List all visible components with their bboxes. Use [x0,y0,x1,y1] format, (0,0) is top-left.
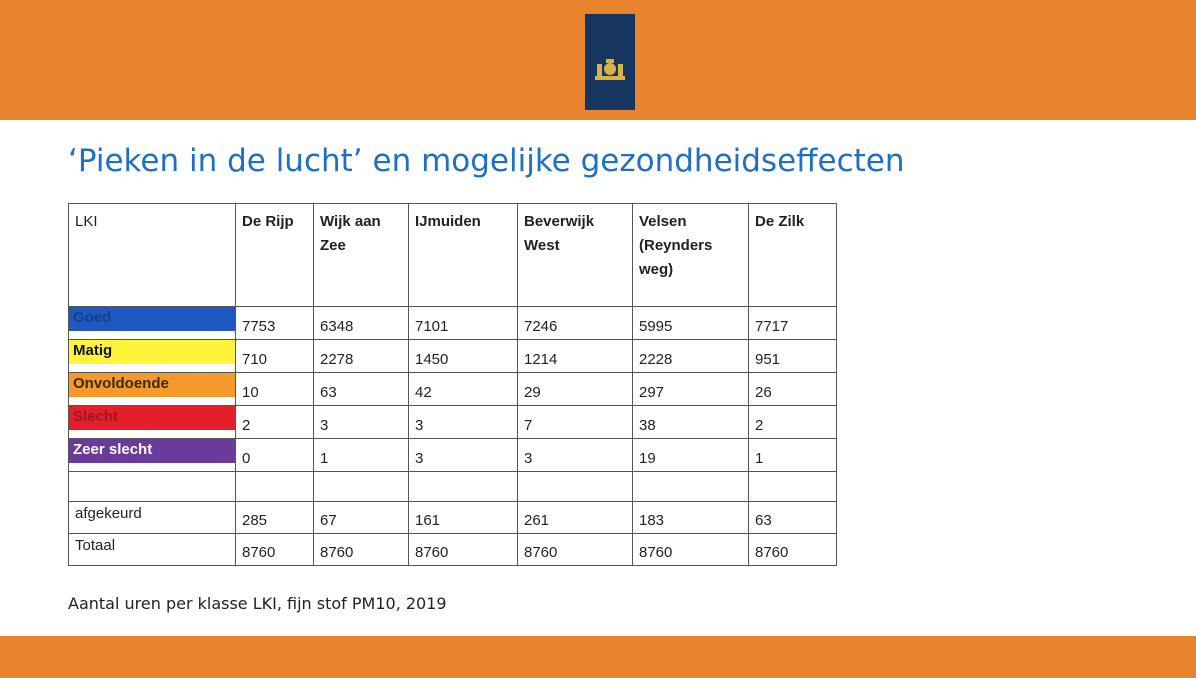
table-row: Goed 7753 6348 7101 7246 5995 7717 [68,306,837,340]
cell: 1 [313,438,409,472]
column-header: Velsen (Reynders weg) [632,203,749,307]
table-row: Totaal 8760 8760 8760 8760 8760 8760 [68,533,837,566]
cell: 3 [408,405,518,439]
data-table: LKI De Rijp Wijk aan Zee IJmuiden Beverwijk … [68,203,837,566]
column-header: LKI [68,203,236,307]
cell: 1450 [408,339,518,373]
caption: Aantal uren per klasse LKI, fijn stof PM… [68,594,447,613]
table-row: Zeer slecht 0 1 3 3 19 1 [68,438,837,472]
column-header: De Zilk [748,203,837,307]
logo [585,14,635,110]
cell: 951 [748,339,837,373]
cell: 26 [748,372,837,406]
class-label: Slecht [69,406,235,430]
cell: 2278 [313,339,409,373]
table-row: afgekeurd 285 67 161 261 183 63 [68,501,837,534]
cell: 5995 [632,306,749,340]
footer-band [0,636,1196,678]
row-label: Totaal [68,533,236,566]
cell: 8760 [748,533,837,566]
class-label: Zeer slecht [69,439,235,463]
cell: 297 [632,372,749,406]
cell: 710 [235,339,314,373]
cell: 8760 [517,533,633,566]
cell: 2 [748,405,837,439]
cell: 2 [235,405,314,439]
cell: 63 [313,372,409,406]
empty-cell [313,471,409,502]
empty-cell [517,471,633,502]
row-label: Onvoldoende [68,372,236,406]
cell: 7246 [517,306,633,340]
cell: 3 [517,438,633,472]
row-label: Goed [68,306,236,340]
cell: 38 [632,405,749,439]
cell: 10 [235,372,314,406]
cell: 1214 [517,339,633,373]
cell: 8760 [408,533,518,566]
cell: 29 [517,372,633,406]
cell: 8760 [632,533,749,566]
header-row: LKI De Rijp Wijk aan Zee IJmuiden Beverwijk … [68,203,837,307]
table-row: Matig 710 2278 1450 1214 2228 951 [68,339,837,373]
table-row: Slecht 2 3 3 7 38 2 [68,405,837,439]
cell: 63 [748,501,837,534]
cell: 1 [748,438,837,472]
cell: 0 [235,438,314,472]
column-header: De Rijp [235,203,314,307]
empty-row [68,471,837,502]
empty-cell [235,471,314,502]
cell: 183 [632,501,749,534]
cell: 8760 [235,533,314,566]
cell: 161 [408,501,518,534]
column-header: IJmuiden [408,203,518,307]
class-label: Onvoldoende [69,373,235,397]
cell: 3 [313,405,409,439]
empty-cell [632,471,749,502]
cell: 2228 [632,339,749,373]
row-label: Zeer slecht [68,438,236,472]
cell: 7753 [235,306,314,340]
cell: 7101 [408,306,518,340]
row-label: Matig [68,339,236,373]
cell: 3 [408,438,518,472]
row-label: Slecht [68,405,236,439]
cell: 285 [235,501,314,534]
cell: 42 [408,372,518,406]
cell: 261 [517,501,633,534]
title: ‘Pieken in de lucht’ en mogelijke gezond… [68,143,905,179]
table-row: Onvoldoende 10 63 42 29 297 26 [68,372,837,406]
cell: 7 [517,405,633,439]
class-label: Goed [69,307,235,331]
row-label: afgekeurd [68,501,236,534]
empty-cell [68,471,236,502]
column-header: Beverwijk West [517,203,633,307]
column-header: Wijk aan Zee [313,203,409,307]
cell: 19 [632,438,749,472]
cell: 7717 [748,306,837,340]
empty-cell [748,471,837,502]
cell: 8760 [313,533,409,566]
cell: 67 [313,501,409,534]
class-label: Matig [69,340,235,364]
cell: 6348 [313,306,409,340]
empty-cell [408,471,518,502]
